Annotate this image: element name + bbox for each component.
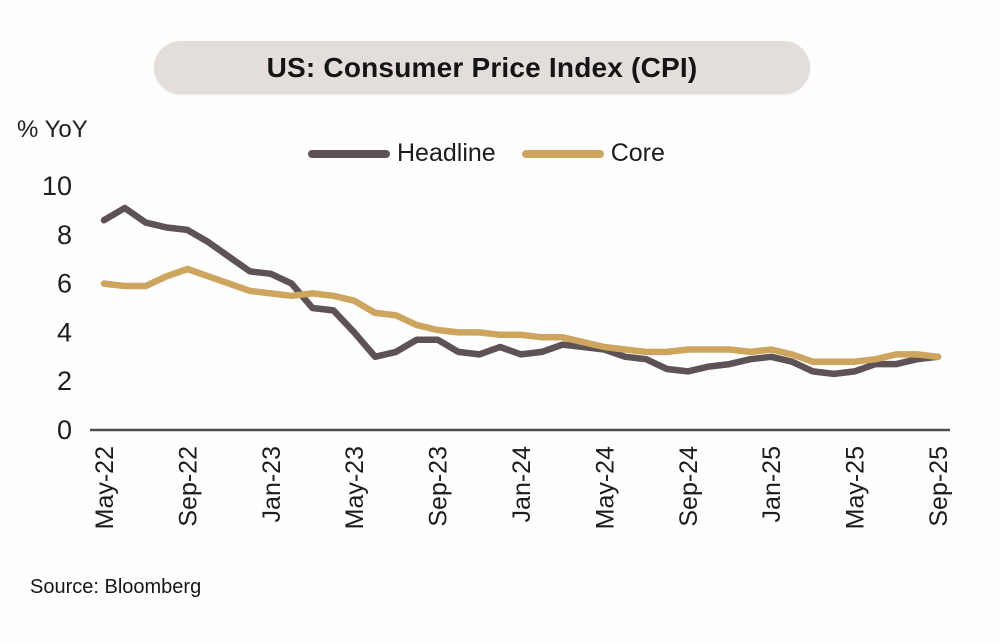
- y-tick-label: 8: [57, 220, 72, 250]
- series-line-headline: [100, 204, 942, 378]
- x-tick-label: May-24: [591, 446, 619, 529]
- chart-legend: Headline Core: [308, 139, 665, 168]
- source-caption: Source: Bloomberg: [30, 576, 202, 598]
- legend-item-core: Core: [521, 139, 665, 168]
- x-tick-label: May-22: [91, 446, 119, 529]
- x-tick-label: Jan-23: [258, 446, 286, 522]
- y-tick-label: 2: [57, 366, 72, 396]
- chart-title: US: Consumer Price Index (CPI): [266, 51, 698, 83]
- x-tick-label: Jan-25: [758, 446, 786, 522]
- y-tick-label: 0: [57, 415, 72, 445]
- y-tick-label: 6: [57, 269, 72, 299]
- legend-swatch-headline: [308, 149, 390, 158]
- series-line-core: [100, 265, 942, 365]
- x-tick-label: May-25: [842, 446, 870, 529]
- y-tick-label: 10: [42, 171, 72, 201]
- y-tick-label: 4: [57, 317, 72, 347]
- x-tick-label: May-23: [341, 446, 369, 529]
- x-tick-label: Jan-24: [508, 446, 536, 523]
- legend-item-headline: Headline: [308, 139, 496, 168]
- chart-title-pill: US: Consumer Price Index (CPI): [154, 41, 810, 94]
- legend-label-headline: Headline: [397, 139, 496, 167]
- x-tick-label: Sep-22: [174, 446, 202, 527]
- x-tick-label: Sep-24: [675, 446, 703, 527]
- y-axis-unit-label: % YoY: [17, 116, 88, 143]
- legend-label-core: Core: [610, 139, 665, 167]
- legend-swatch-core: [521, 149, 604, 158]
- x-tick-label: Sep-23: [425, 446, 453, 527]
- x-tick-label: Sep-25: [925, 446, 953, 527]
